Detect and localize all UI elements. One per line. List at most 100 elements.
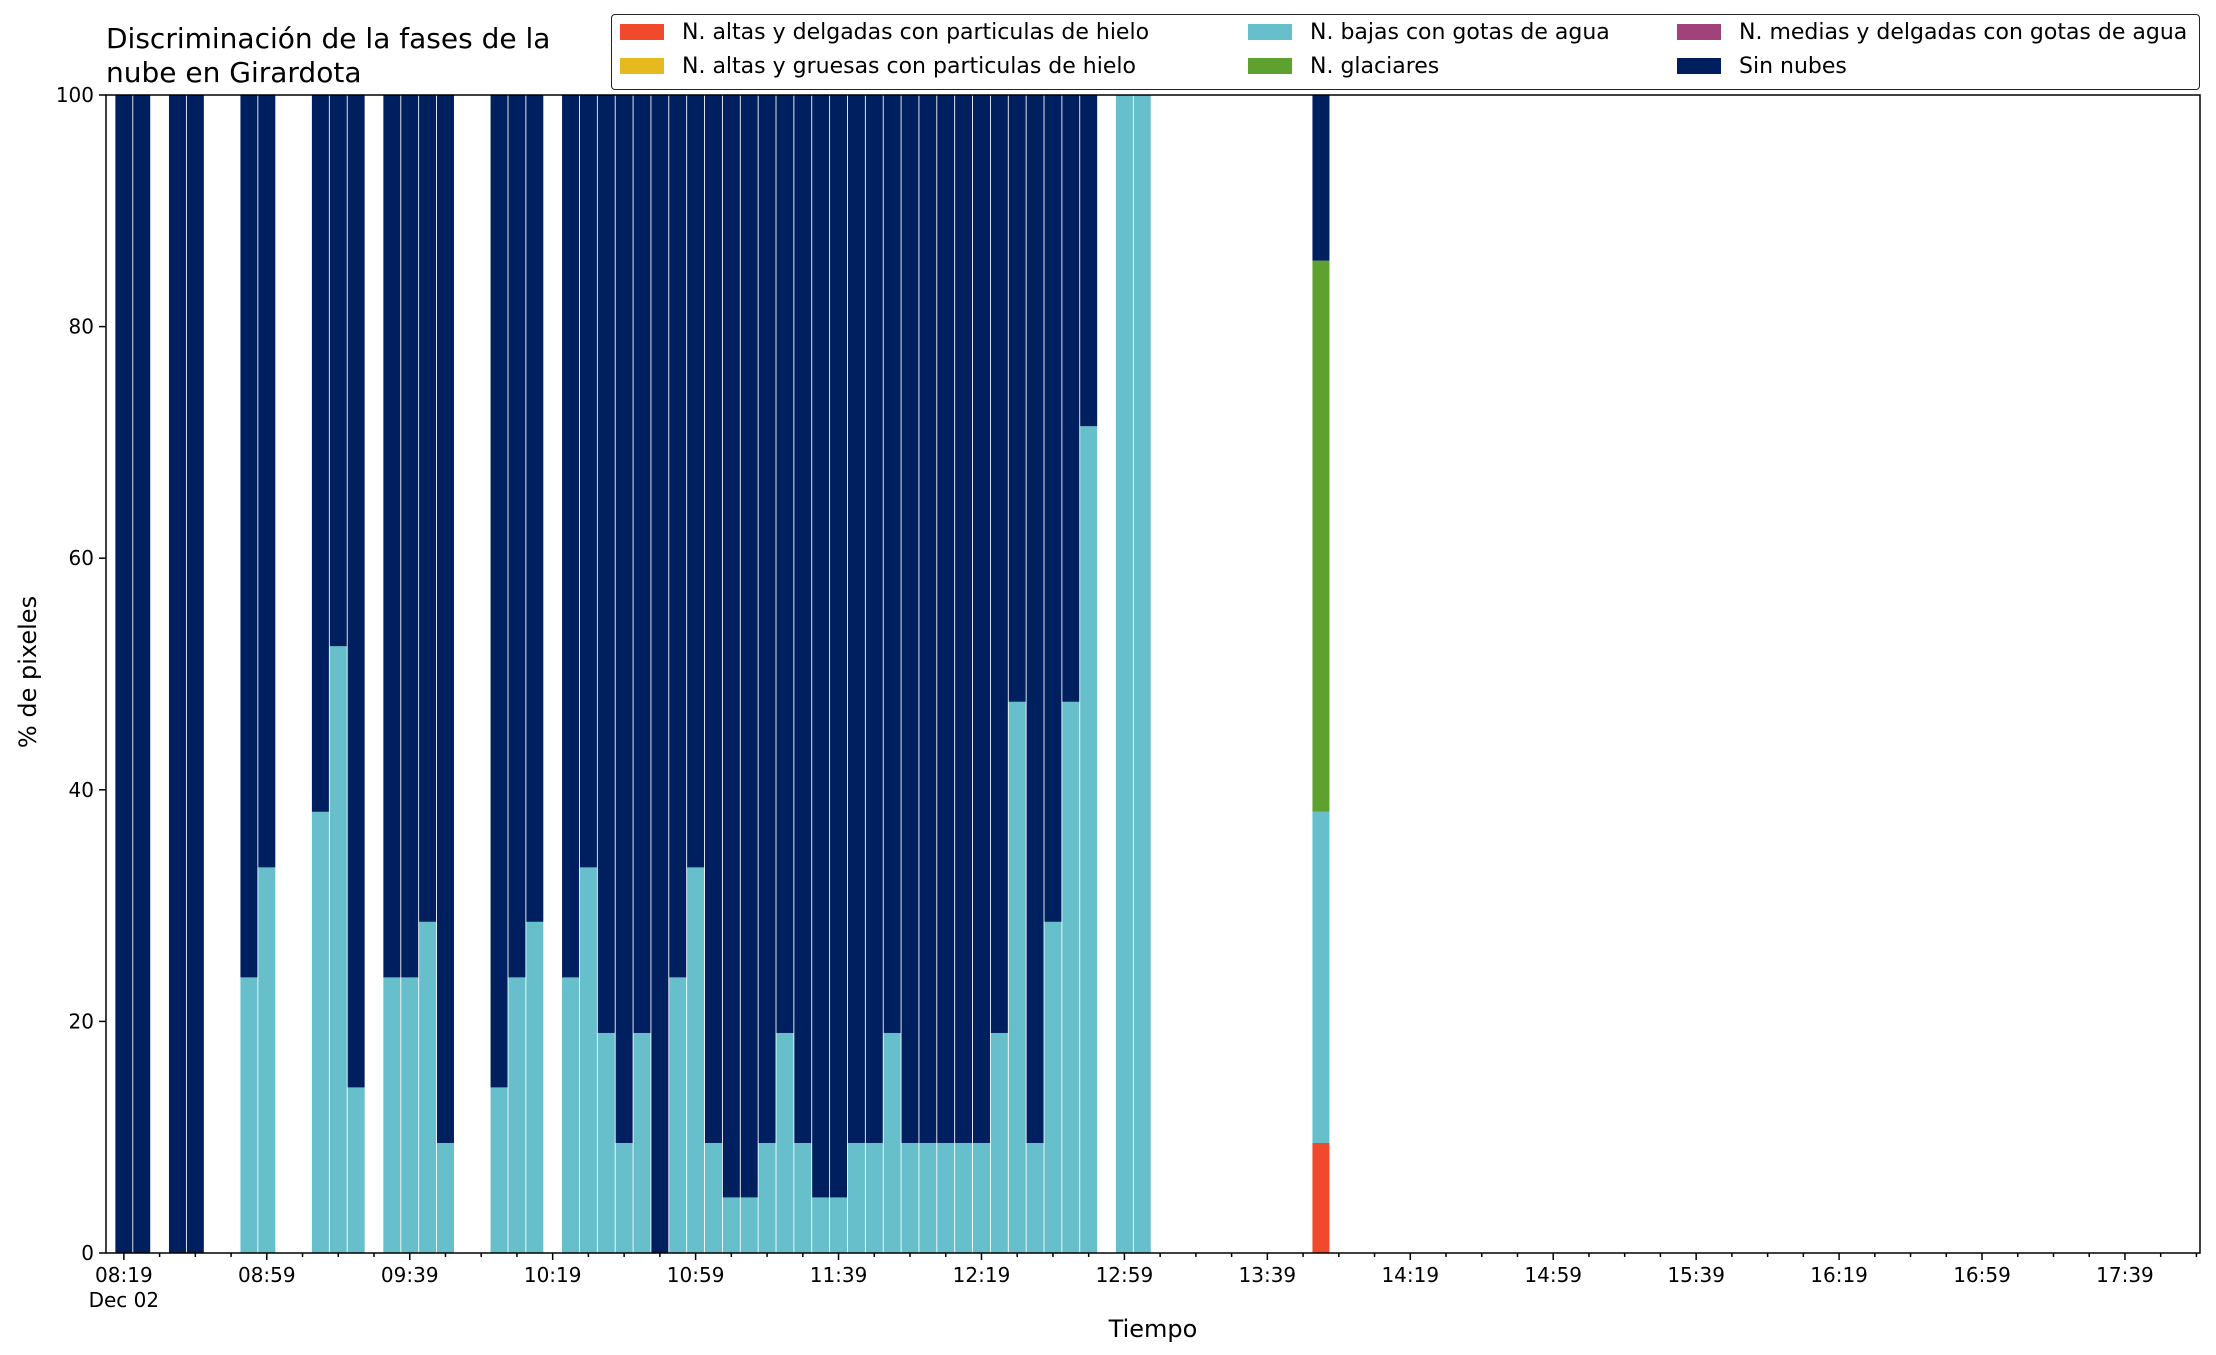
legend-label: N. altas y delgadas con particulas de hi… [682, 19, 1150, 45]
bar-segment [419, 95, 437, 922]
bar-segment [758, 1142, 776, 1253]
bar-segment [830, 95, 848, 1198]
bar-segment [1008, 95, 1026, 702]
bar-segment [401, 977, 419, 1253]
chart-title: Discriminación de la fases de la nube en… [106, 22, 551, 89]
bar-segment [669, 95, 687, 978]
bar-segment [526, 95, 544, 922]
bar-segment [704, 1142, 722, 1253]
bar-segment [1026, 95, 1044, 1143]
bar-segment [311, 811, 329, 1253]
bar-segment [436, 95, 454, 1143]
x-tick-label: 08:19 [95, 1263, 153, 1287]
bar-segment [1044, 95, 1062, 922]
legend-label: N. altas y gruesas con particulas de hie… [682, 53, 1136, 79]
bar-segment [722, 95, 740, 1198]
bar-segment [1062, 95, 1080, 702]
bar-segment [615, 95, 633, 1143]
bar-segment [401, 95, 419, 978]
bar-segment [955, 1142, 973, 1253]
y-tick-label: 60 [69, 546, 94, 570]
bar-segment [847, 1142, 865, 1253]
x-tick-sublabel: Dec 02 [89, 1288, 160, 1312]
bar-segment [329, 95, 347, 647]
bar-segment [562, 95, 580, 978]
bar-segment [901, 1142, 919, 1253]
x-tick-label: 14:19 [1381, 1263, 1439, 1287]
bar-segment [597, 1032, 615, 1253]
legend-label: N. bajas con gotas de agua [1310, 19, 1610, 45]
bar-segment [133, 95, 151, 1253]
x-tick-label: 14:59 [1524, 1263, 1582, 1287]
bar-segment [740, 95, 758, 1198]
legend-label: N. glaciares [1310, 53, 1440, 79]
legend-item-bajas-gotas: N. bajas con gotas de agua [1248, 18, 1610, 46]
bar-segment [1312, 811, 1330, 1143]
bar-segment [990, 95, 1008, 1033]
bar-segment [776, 95, 794, 1033]
bar-segment [490, 1087, 508, 1253]
legend-item-medias-delgadas: N. medias y delgadas con gotas de agua [1677, 18, 2187, 46]
bar-segment [508, 977, 526, 1253]
bar-segment [1312, 260, 1330, 812]
bar-segment [651, 95, 669, 1253]
bar-segment [579, 95, 597, 868]
bar-segment [1044, 921, 1062, 1253]
x-tick-label: 15:39 [1667, 1263, 1725, 1287]
x-tick-label: 11:39 [810, 1263, 868, 1287]
y-tick-label: 20 [69, 1009, 94, 1033]
bar-segment [258, 867, 276, 1253]
bar-segment [830, 1197, 848, 1253]
bar-segment [794, 1142, 812, 1253]
x-axis-label: Tiempo [1108, 1315, 1198, 1343]
legend-swatch [1677, 58, 1721, 74]
x-tick-label: 09:39 [381, 1263, 439, 1287]
bar-segment [972, 95, 990, 1143]
x-tick-label: 16:19 [1810, 1263, 1868, 1287]
bar-segment [687, 95, 705, 868]
bar-segment [812, 1197, 830, 1253]
x-tick-label: 10:19 [524, 1263, 582, 1287]
bar-segment [972, 1142, 990, 1253]
legend-swatch [1248, 24, 1292, 40]
bar-segment [347, 95, 365, 1088]
bar-segment [865, 95, 883, 1143]
legend-swatch [1677, 24, 1721, 40]
bar-segment [1080, 426, 1098, 1253]
bar-segment [740, 1197, 758, 1253]
bar-segment [794, 95, 812, 1143]
bar-segment [240, 977, 258, 1253]
legend-swatch [620, 58, 664, 74]
bar-segment [1026, 1142, 1044, 1253]
x-tick-label: 17:39 [2096, 1263, 2154, 1287]
y-tick-label: 80 [69, 315, 94, 339]
bar-segment [812, 95, 830, 1198]
legend-item-altas-gruesas: N. altas y gruesas con particulas de hie… [620, 52, 1136, 80]
bar-segment [436, 1142, 454, 1253]
bar-segment [490, 95, 508, 1088]
bar-segment [347, 1087, 365, 1253]
legend-label: N. medias y delgadas con gotas de agua [1739, 19, 2188, 45]
bar-segment [1312, 1142, 1330, 1253]
bar-segment [847, 95, 865, 1143]
bar-segment [883, 1032, 901, 1253]
bar-segment [758, 95, 776, 1143]
bar-segment [901, 95, 919, 1143]
bar-segment [1115, 95, 1133, 1253]
bar-segment [508, 95, 526, 978]
bar-segment [1312, 95, 1330, 261]
y-tick-label: 0 [81, 1241, 94, 1265]
bar-segment [597, 95, 615, 1033]
x-tick-label: 12:59 [1096, 1263, 1154, 1287]
bar-segment [1062, 701, 1080, 1253]
bar-segment [937, 95, 955, 1143]
bar-segment [1080, 95, 1098, 427]
legend-swatch [620, 24, 664, 40]
bar-segment [240, 95, 258, 978]
bar-segment [311, 95, 329, 812]
legend-label: Sin nubes [1739, 53, 1847, 79]
x-tick-label: 10:59 [667, 1263, 725, 1287]
x-tick-label: 13:39 [1239, 1263, 1297, 1287]
